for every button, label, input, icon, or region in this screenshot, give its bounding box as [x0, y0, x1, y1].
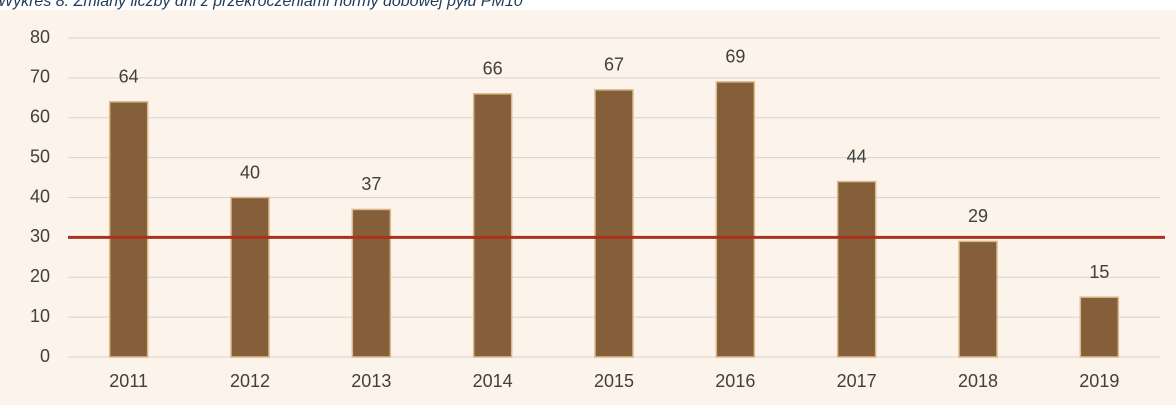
y-tick-label: 10 [30, 306, 50, 326]
y-tick-label: 70 [30, 67, 50, 87]
bar [715, 81, 756, 358]
bar [230, 196, 270, 358]
y-tick-label: 80 [30, 27, 50, 47]
y-tick-label: 50 [30, 146, 50, 166]
bar [836, 180, 877, 358]
y-tick-label: 60 [30, 107, 50, 127]
x-tick-label: 2019 [1079, 371, 1119, 391]
chart-title: Wykres 8. Zmiany liczby dni z przekrocze… [0, 0, 523, 10]
bar [108, 101, 149, 358]
x-tick-label: 2017 [837, 371, 877, 391]
bar [351, 208, 392, 358]
value-label: 64 [119, 67, 139, 87]
value-label: 40 [240, 162, 260, 182]
bar [958, 240, 998, 358]
y-tick-label: 0 [40, 346, 50, 366]
y-tick-label: 30 [30, 226, 50, 246]
value-label: 69 [725, 47, 745, 67]
x-tick-label: 2011 [109, 371, 148, 391]
x-tick-label: 2015 [594, 371, 634, 391]
chart-background [0, 10, 1176, 405]
bar [1079, 296, 1120, 358]
bar [594, 89, 634, 358]
value-label: 67 [604, 55, 624, 75]
value-label: 15 [1089, 262, 1109, 282]
x-tick-label: 2014 [473, 371, 513, 391]
bar [472, 93, 513, 358]
value-label: 37 [361, 174, 381, 194]
y-tick-label: 40 [30, 186, 50, 206]
value-label: 29 [968, 206, 988, 226]
value-label: 66 [483, 59, 503, 79]
x-tick-label: 2013 [351, 371, 391, 391]
x-tick-label: 2012 [230, 371, 270, 391]
y-tick-label: 20 [30, 266, 50, 286]
value-label: 44 [847, 146, 867, 166]
x-tick-label: 2018 [958, 371, 998, 391]
x-tick-label: 2016 [715, 371, 755, 391]
